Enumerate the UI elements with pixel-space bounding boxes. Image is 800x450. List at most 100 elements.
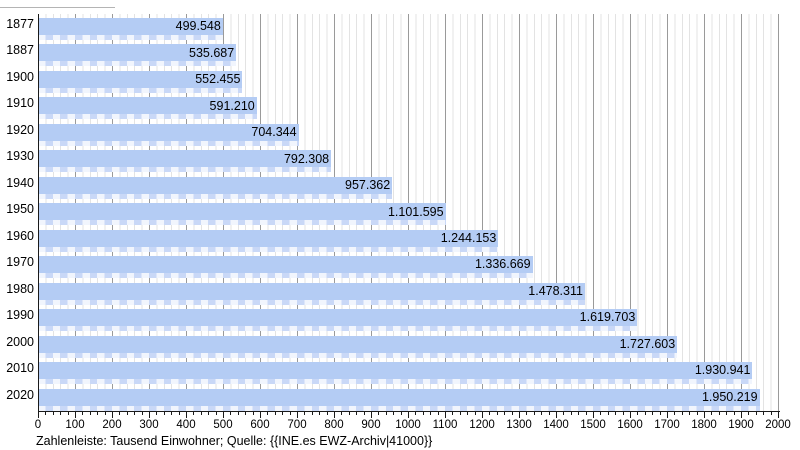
minor-tick-mark: [430, 412, 432, 415]
minor-tick-mark: [763, 412, 765, 415]
major-tick-mark: [112, 412, 113, 418]
minor-tick-mark: [200, 412, 202, 415]
x-tick-label: 1300: [506, 419, 532, 431]
bar-row: 499.548: [38, 14, 778, 40]
population-bar: 957.362: [38, 176, 393, 199]
bar-value-label: 1.930.941: [694, 363, 751, 378]
minor-tick-mark: [733, 412, 735, 415]
x-tick-label: 1100: [432, 419, 458, 431]
minor-tick-mark: [659, 412, 661, 415]
bar-row: 591.210: [38, 93, 778, 120]
chart-caption: Zahlenleiste: Tausend Einwohner; Quelle:…: [36, 434, 433, 448]
bar-ruler-strip: [38, 114, 257, 120]
population-bar: 1.619.703: [38, 309, 638, 332]
minor-tick-mark: [615, 412, 617, 415]
major-tick-mark: [556, 412, 557, 418]
minor-tick-mark: [400, 412, 402, 415]
minor-tick-mark: [385, 412, 387, 415]
minor-tick-mark: [622, 412, 624, 415]
minor-tick-mark: [304, 412, 306, 415]
x-tick-label: 600: [250, 419, 270, 431]
bar-value-label: 1.244.153: [440, 231, 497, 245]
minor-tick-mark: [511, 412, 513, 415]
minor-tick-mark: [178, 412, 180, 415]
bar-fill: 1.930.941: [38, 362, 753, 380]
bar-value-label: 499.548: [175, 19, 221, 34]
minor-tick-mark: [82, 412, 84, 415]
x-tick-label: 1800: [691, 419, 717, 431]
minor-tick-mark: [467, 412, 469, 415]
major-tick-mark: [371, 412, 372, 418]
bar-ruler-strip: [38, 246, 499, 252]
minor-tick-mark: [156, 412, 158, 415]
bar-ruler-strip: [38, 193, 393, 199]
minor-tick-mark: [548, 412, 550, 415]
table-top-border-line: [0, 7, 115, 8]
bar-row: 535.687: [38, 40, 778, 67]
minor-tick-mark: [607, 412, 609, 415]
minor-tick-mark: [363, 412, 365, 415]
major-tick-mark: [667, 412, 668, 418]
bar-value-label: 957.362: [345, 178, 391, 193]
bar-value-label: 1.101.595: [387, 204, 444, 219]
minor-tick-mark: [711, 412, 713, 415]
minor-tick-mark: [585, 412, 587, 415]
minor-tick-mark: [415, 412, 417, 415]
year-label: 2010: [6, 361, 34, 376]
major-tick-mark: [519, 412, 520, 418]
bar-ruler-strip: [38, 61, 237, 67]
bar-row: 1.950.219: [38, 385, 778, 411]
minor-tick-mark: [45, 412, 47, 415]
bar-ruler-strip: [38, 405, 760, 411]
minor-tick-mark: [126, 412, 128, 415]
minor-tick-mark: [163, 412, 165, 415]
major-tick-mark: [630, 412, 631, 418]
minor-tick-mark: [171, 412, 173, 415]
major-tick-mark: [186, 412, 187, 418]
bar-ruler-strip: [38, 220, 446, 226]
minor-tick-mark: [755, 412, 757, 415]
bar-ruler-strip: [38, 167, 332, 173]
minor-tick-mark: [356, 412, 358, 415]
minor-tick-mark: [326, 412, 328, 415]
minor-tick-mark: [459, 412, 461, 415]
minor-tick-mark: [489, 412, 491, 415]
minor-tick-mark: [341, 412, 343, 415]
major-tick-mark: [334, 412, 335, 418]
bar-value-label: 704.344: [251, 125, 297, 140]
minor-tick-mark: [526, 412, 528, 415]
bar-row: 1.478.311: [38, 279, 778, 305]
minor-tick-mark: [208, 412, 210, 415]
minor-tick-mark: [193, 412, 195, 415]
minor-tick-mark: [97, 412, 99, 415]
bar-row: 1.619.703: [38, 305, 778, 332]
minor-tick-mark: [533, 412, 535, 415]
x-tick-label: 300: [139, 419, 159, 431]
bar-ruler-strip: [38, 35, 223, 40]
minor-tick-mark: [141, 412, 143, 415]
major-tick-mark: [297, 412, 298, 418]
year-label: 1920: [6, 122, 34, 137]
bar-fill: 1.336.669: [38, 256, 533, 274]
bar-fill: 1.727.603: [38, 335, 678, 353]
bar-fill: 792.308: [38, 150, 332, 168]
minor-tick-mark: [274, 412, 276, 415]
minor-tick-mark: [237, 412, 239, 415]
x-tick-label: 1000: [395, 419, 421, 431]
x-tick-label: 500: [213, 419, 233, 431]
population-bar: 1.930.941: [38, 362, 753, 385]
minor-tick-mark: [282, 412, 284, 415]
minor-tick-mark: [726, 412, 728, 415]
minor-tick-mark: [422, 412, 424, 415]
bar-fill: 499.548: [38, 18, 223, 35]
minor-tick-mark: [319, 412, 321, 415]
population-bar: 792.308: [38, 150, 332, 173]
minor-tick-mark: [674, 412, 676, 415]
bar-ruler-strip: [38, 140, 299, 146]
year-label: 1900: [6, 69, 34, 84]
major-tick-mark: [75, 412, 76, 418]
year-label: 1990: [6, 308, 34, 323]
bar-value-label: 552.455: [195, 72, 241, 87]
x-axis-tick-labels: 0 100 200 300 400 500 600 700 800 900 1000 1100 1200…: [35, 419, 791, 433]
